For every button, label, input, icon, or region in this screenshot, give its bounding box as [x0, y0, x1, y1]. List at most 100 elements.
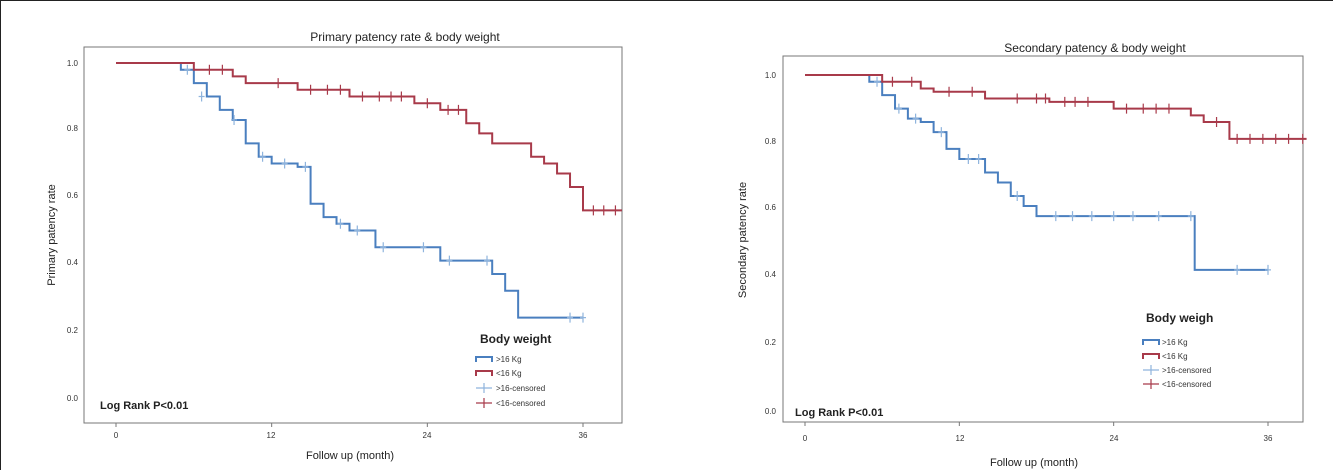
- x-tick-label-primary: 36: [579, 431, 588, 440]
- series-layer-primary: [115, 62, 622, 427]
- x-tick-label-primary: 12: [267, 431, 276, 440]
- censor-mark-gt16-primary: [302, 161, 309, 172]
- chart-secondary: Secondary patency & body weight Follow u…: [737, 41, 1307, 469]
- y-tick-label-secondary: 0.6: [765, 203, 777, 212]
- x-tick-label-secondary: 12: [956, 434, 965, 443]
- x-axis-label-secondary: Follow up (month): [990, 457, 1078, 469]
- censor-mark-lt16-secondary: [908, 76, 915, 87]
- censor-mark-gt16-primary: [231, 114, 238, 125]
- censor-mark-gt16-secondary: [938, 127, 945, 138]
- x-tick-label-secondary: 24: [1110, 434, 1119, 443]
- censor-mark-gt16-secondary: [1014, 190, 1021, 201]
- censor-mark-lt16-secondary: [1246, 133, 1253, 144]
- y-axis-label-secondary: Secondary patency rate: [737, 182, 749, 298]
- legend-title-secondary: Body weigh: [1146, 311, 1213, 325]
- y-tick-label-secondary: 0.8: [765, 137, 777, 146]
- censor-mark-lt16-secondary: [969, 86, 976, 97]
- censor-mark-gt16-secondary: [1069, 211, 1076, 222]
- legend-label-lt16: <16 Kg: [496, 369, 522, 378]
- chart-title-primary: Primary patency rate & body weight: [310, 30, 500, 44]
- chart-primary: Primary patency rate & body weight Follo…: [46, 30, 623, 462]
- censor-mark-gt16-primary: [446, 255, 453, 266]
- censor-mark-lt16-secondary: [1042, 93, 1049, 104]
- censor-mark-lt16-primary: [388, 91, 395, 102]
- censor-mark-lt16-primary: [590, 205, 597, 216]
- censor-mark-lt16-primary: [324, 84, 331, 95]
- censor-mark-gt16-secondary: [965, 154, 972, 164]
- censor-mark-lt16-primary: [206, 64, 213, 75]
- legend-swatch-lt16-censored: [1143, 379, 1159, 389]
- legend-primary: Body weight >16 Kg <16 Kg >16-censored <…: [475, 332, 551, 408]
- censor-mark-lt16-secondary: [1061, 96, 1068, 107]
- censor-mark-gt16-primary: [198, 91, 205, 102]
- y-tick-label-primary: 0.8: [67, 124, 79, 133]
- censor-mark-lt16-primary: [600, 205, 607, 216]
- censor-mark-lt16-primary: [445, 104, 452, 115]
- censor-mark-gt16-secondary: [975, 154, 982, 164]
- censor-mark-gt16-secondary: [895, 103, 902, 114]
- y-tick-label-primary: 0.6: [67, 191, 79, 200]
- legend-label-lt16-censored: <16-censored: [1162, 380, 1211, 389]
- censor-mark-lt16-primary: [359, 91, 366, 102]
- censor-mark-lt16-primary: [337, 84, 344, 95]
- censor-mark-gt16-primary: [580, 312, 586, 323]
- legend-label-lt16-censored: <16-censored: [496, 399, 545, 408]
- censor-mark-gt16-primary: [259, 151, 266, 162]
- censor-mark-lt16-primary: [612, 205, 619, 216]
- log-rank-annotation-primary: Log Rank P<0.01: [100, 400, 188, 412]
- censor-mark-lt16-secondary: [1014, 93, 1021, 104]
- censor-mark-lt16-secondary: [1153, 103, 1160, 114]
- censor-mark-gt16-primary: [354, 225, 361, 236]
- chart-title-secondary: Secondary patency & body weight: [1004, 41, 1186, 55]
- censor-mark-lt16-secondary: [1033, 93, 1040, 104]
- censor-mark-gt16-secondary: [1155, 211, 1162, 222]
- y-axis-label-primary: Primary patency rate: [46, 184, 58, 285]
- km-curve-lt16-primary: [116, 62, 622, 212]
- censor-mark-gt16-secondary: [1234, 264, 1241, 275]
- x-tick-label-secondary: 36: [1264, 434, 1273, 443]
- legend-swatch-lt16: [1142, 353, 1160, 359]
- censor-mark-lt16-secondary: [1299, 133, 1306, 144]
- legend-swatch-gt16: [1142, 339, 1160, 345]
- legend-label-gt16: >16 Kg: [1162, 338, 1188, 347]
- legend-swatch-gt16: [475, 356, 493, 362]
- censor-mark-lt16-secondary: [1285, 133, 1292, 144]
- censor-mark-lt16-secondary: [1259, 133, 1266, 144]
- censor-mark-lt16-primary: [455, 104, 462, 115]
- x-tick-label-primary: 0: [114, 431, 119, 440]
- legend-swatch-gt16-censored: [1143, 365, 1159, 375]
- plot-area-primary: [83, 46, 623, 424]
- y-tick-label-primary: 0.4: [67, 258, 79, 267]
- censor-mark-gt16-primary: [484, 255, 491, 266]
- legend-label-gt16-censored: >16-censored: [1162, 366, 1211, 375]
- censor-mark-gt16-primary: [281, 158, 288, 169]
- legend-label-lt16: <16 Kg: [1162, 352, 1188, 361]
- censor-mark-gt16-secondary: [874, 76, 881, 87]
- y-tick-label-secondary: 0.0: [765, 407, 777, 416]
- km-curve-gt16-primary: [116, 62, 583, 319]
- legend-title-primary: Body weight: [480, 332, 551, 346]
- censor-mark-lt16-secondary: [1084, 96, 1091, 107]
- censor-mark-gt16-primary: [420, 242, 427, 253]
- censor-mark-gt16-primary: [337, 218, 344, 229]
- censor-mark-lt16-primary: [424, 98, 431, 109]
- km-curve-lt16-secondary: [805, 74, 1307, 140]
- y-tick-label-secondary: 0.4: [765, 270, 777, 279]
- legend-swatch-gt16-censored: [476, 383, 492, 393]
- legend-secondary: Body weigh >16 Kg <16 Kg >16-censored <1…: [1142, 311, 1213, 389]
- censor-mark-lt16-secondary: [1140, 103, 1147, 114]
- censor-mark-gt16-secondary: [1265, 264, 1271, 275]
- censor-mark-lt16-primary: [376, 91, 383, 102]
- censor-mark-gt16-primary: [380, 242, 387, 253]
- y-tick-label-secondary: 1.0: [765, 71, 777, 80]
- y-tick-label-primary: 0.2: [67, 326, 79, 335]
- censor-mark-gt16-secondary: [912, 113, 919, 124]
- censor-mark-lt16-secondary: [946, 86, 953, 97]
- censor-mark-lt16-secondary: [1272, 133, 1279, 144]
- legend-swatch-lt16-censored: [476, 398, 492, 408]
- x-tick-label-secondary: 0: [803, 434, 808, 443]
- censor-mark-lt16-secondary: [1234, 133, 1241, 144]
- km-curve-gt16-secondary: [805, 74, 1268, 271]
